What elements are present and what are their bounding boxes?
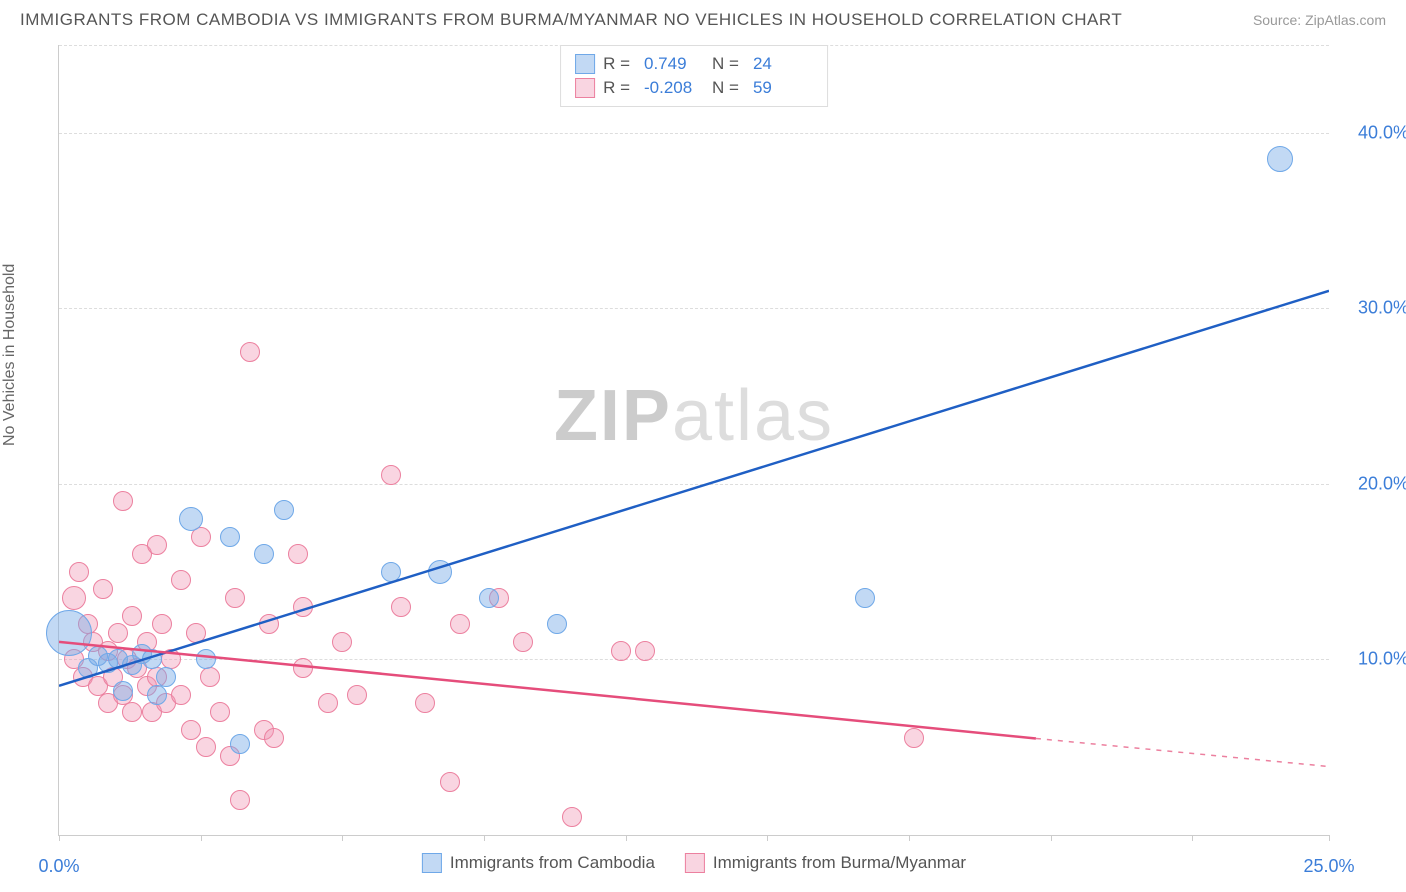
- gridline: [59, 484, 1329, 485]
- gridline: [59, 133, 1329, 134]
- x-tick-label: 0.0%: [38, 856, 79, 877]
- swatch-pink-icon: [685, 853, 705, 873]
- data-point: [196, 737, 216, 757]
- plot-area: ZIPatlas R = 0.749 N = 24 R = -0.208 N =…: [58, 45, 1329, 836]
- legend-item-blue: Immigrants from Cambodia: [422, 853, 655, 873]
- n-value-blue: 24: [753, 52, 813, 76]
- watermark: ZIPatlas: [554, 375, 834, 457]
- x-tick: [201, 835, 202, 841]
- data-point: [415, 693, 435, 713]
- n-value-pink: 59: [753, 76, 813, 100]
- x-tick: [59, 835, 60, 841]
- data-point: [156, 667, 176, 687]
- data-point: [332, 632, 352, 652]
- data-point: [513, 632, 533, 652]
- data-point: [1267, 146, 1293, 172]
- data-point: [186, 623, 206, 643]
- data-point: [122, 606, 142, 626]
- data-point: [381, 562, 401, 582]
- y-tick-label: 30.0%: [1339, 298, 1406, 319]
- data-point: [240, 342, 260, 362]
- gridline: [59, 308, 1329, 309]
- y-tick-label: 10.0%: [1339, 649, 1406, 670]
- data-point: [254, 544, 274, 564]
- series-legend: Immigrants from Cambodia Immigrants from…: [422, 853, 966, 873]
- data-point: [171, 685, 191, 705]
- gridline: [59, 659, 1329, 660]
- data-point: [200, 667, 220, 687]
- r-value-blue: 0.749: [644, 52, 704, 76]
- data-point: [171, 570, 191, 590]
- data-point: [288, 544, 308, 564]
- data-point: [230, 790, 250, 810]
- data-point: [450, 614, 470, 634]
- y-tick-label: 40.0%: [1339, 122, 1406, 143]
- data-point: [347, 685, 367, 705]
- data-point: [196, 649, 216, 669]
- data-point: [479, 588, 499, 608]
- data-point: [210, 702, 230, 722]
- data-point: [113, 681, 133, 701]
- swatch-blue: [575, 54, 595, 74]
- data-point: [274, 500, 294, 520]
- data-point: [147, 685, 167, 705]
- legend-label-pink: Immigrants from Burma/Myanmar: [713, 853, 966, 873]
- data-point: [264, 728, 284, 748]
- data-point: [113, 491, 133, 511]
- data-point: [440, 772, 460, 792]
- data-point: [152, 614, 172, 634]
- chart-title: IMMIGRANTS FROM CAMBODIA VS IMMIGRANTS F…: [20, 10, 1122, 30]
- data-point: [142, 649, 162, 669]
- data-point: [122, 702, 142, 722]
- y-axis-label: No Vehicles in Household: [1, 264, 19, 446]
- data-point: [562, 807, 582, 827]
- data-point: [428, 560, 452, 584]
- data-point: [46, 610, 92, 656]
- data-point: [230, 734, 250, 754]
- data-point: [904, 728, 924, 748]
- data-point: [179, 507, 203, 531]
- data-point: [381, 465, 401, 485]
- legend-item-pink: Immigrants from Burma/Myanmar: [685, 853, 966, 873]
- x-tick: [1192, 835, 1193, 841]
- swatch-pink: [575, 78, 595, 98]
- data-point: [69, 562, 89, 582]
- data-point: [220, 527, 240, 547]
- data-point: [225, 588, 245, 608]
- data-point: [293, 658, 313, 678]
- x-tick: [342, 835, 343, 841]
- x-tick: [484, 835, 485, 841]
- x-tick-label: 25.0%: [1303, 856, 1354, 877]
- x-tick: [767, 835, 768, 841]
- data-point: [62, 586, 86, 610]
- data-point: [611, 641, 631, 661]
- data-point: [855, 588, 875, 608]
- r-value-pink: -0.208: [644, 76, 704, 100]
- legend-label-blue: Immigrants from Cambodia: [450, 853, 655, 873]
- data-point: [293, 597, 313, 617]
- data-point: [318, 693, 338, 713]
- data-point: [547, 614, 567, 634]
- x-tick: [1051, 835, 1052, 841]
- y-tick-label: 20.0%: [1339, 473, 1406, 494]
- data-point: [259, 614, 279, 634]
- data-point: [181, 720, 201, 740]
- swatch-blue-icon: [422, 853, 442, 873]
- data-point: [108, 623, 128, 643]
- data-point: [147, 535, 167, 555]
- x-tick: [626, 835, 627, 841]
- legend-row-pink: R = -0.208 N = 59: [575, 76, 813, 100]
- x-tick: [909, 835, 910, 841]
- data-point: [635, 641, 655, 661]
- data-point: [391, 597, 411, 617]
- legend-row-blue: R = 0.749 N = 24: [575, 52, 813, 76]
- data-point: [93, 579, 113, 599]
- correlation-legend: R = 0.749 N = 24 R = -0.208 N = 59: [560, 45, 828, 107]
- source-label: Source: ZipAtlas.com: [1253, 12, 1386, 28]
- x-tick: [1329, 835, 1330, 841]
